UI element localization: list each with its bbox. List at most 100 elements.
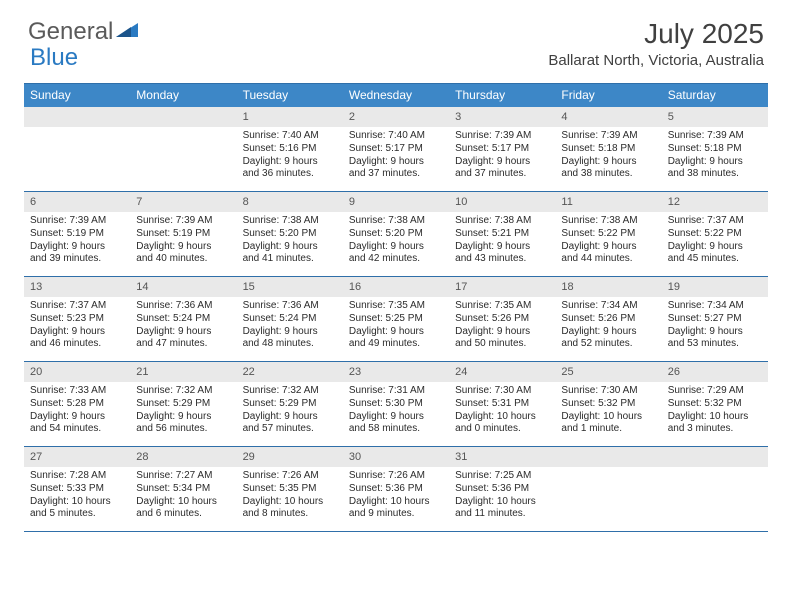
calendar-cell: 28Sunrise: 7:27 AMSunset: 5:34 PMDayligh… [130, 447, 236, 531]
daylight-line: Daylight: 10 hours and 5 minutes. [30, 496, 124, 522]
logo: General [28, 18, 138, 46]
sunrise-line: Sunrise: 7:38 AM [243, 215, 337, 228]
sunset-line: Sunset: 5:18 PM [561, 143, 655, 156]
logo-text-blue: Blue [30, 44, 78, 72]
calendar-cell: 5 Sunrise: 7:39 AMSunset: 5:18 PMDaylight… [662, 107, 768, 191]
header: General July 2025 Ballarat North, Victor… [0, 0, 792, 77]
day-number: 21 [130, 362, 236, 382]
day-content: Sunrise: 7:35 AMSunset: 5:26 PMDaylight:… [449, 297, 555, 355]
day-content: Sunrise: 7:33 AMSunset: 5:28 PMDaylight:… [24, 382, 130, 440]
daylight-line: Daylight: 9 hours and 45 minutes. [668, 241, 762, 267]
day-number: 30 [343, 447, 449, 467]
day-number: 5 [662, 107, 768, 127]
sunset-line: Sunset: 5:36 PM [455, 483, 549, 496]
sunset-line: Sunset: 5:29 PM [243, 398, 337, 411]
sunrise-line: Sunrise: 7:39 AM [561, 130, 655, 143]
sunrise-line: Sunrise: 7:33 AM [30, 385, 124, 398]
sunset-line: Sunset: 5:22 PM [668, 228, 762, 241]
sunset-line: Sunset: 5:18 PM [668, 143, 762, 156]
day-number: 4 [555, 107, 661, 127]
daylight-line: Daylight: 9 hours and 54 minutes. [30, 411, 124, 437]
sunrise-line: Sunrise: 7:38 AM [455, 215, 549, 228]
day-content: Sunrise: 7:38 AMSunset: 5:20 PMDaylight:… [343, 212, 449, 270]
daylight-line: Daylight: 10 hours and 3 minutes. [668, 411, 762, 437]
day-content: Sunrise: 7:34 AMSunset: 5:27 PMDaylight:… [662, 297, 768, 355]
daylight-line: Daylight: 9 hours and 38 minutes. [668, 156, 762, 182]
day-number: 11 [555, 192, 661, 212]
day-number: 9 [343, 192, 449, 212]
weekday-header: Thursday [449, 84, 555, 107]
sunset-line: Sunset: 5:35 PM [243, 483, 337, 496]
sunrise-line: Sunrise: 7:37 AM [668, 215, 762, 228]
sunrise-line: Sunrise: 7:36 AM [243, 300, 337, 313]
sunrise-line: Sunrise: 7:39 AM [136, 215, 230, 228]
sunset-line: Sunset: 5:19 PM [136, 228, 230, 241]
day-content: Sunrise: 7:31 AMSunset: 5:30 PMDaylight:… [343, 382, 449, 440]
day-number: 28 [130, 447, 236, 467]
sunset-line: Sunset: 5:36 PM [349, 483, 443, 496]
sunset-line: Sunset: 5:24 PM [136, 313, 230, 326]
sunset-line: Sunset: 5:20 PM [243, 228, 337, 241]
day-content: Sunrise: 7:39 AMSunset: 5:18 PMDaylight:… [555, 127, 661, 185]
daylight-line: Daylight: 10 hours and 9 minutes. [349, 496, 443, 522]
day-content: Sunrise: 7:25 AMSunset: 5:36 PMDaylight:… [449, 467, 555, 525]
calendar-body: 1Sunrise: 7:40 AMSunset: 5:16 PMDaylight… [24, 107, 768, 532]
day-number: 10 [449, 192, 555, 212]
title-block: July 2025 Ballarat North, Victoria, Aust… [548, 18, 764, 69]
sunrise-line: Sunrise: 7:30 AM [455, 385, 549, 398]
calendar-cell: 3Sunrise: 7:39 AMSunset: 5:17 PMDaylight… [449, 107, 555, 191]
day-number: 16 [343, 277, 449, 297]
sunset-line: Sunset: 5:26 PM [561, 313, 655, 326]
sunset-line: Sunset: 5:28 PM [30, 398, 124, 411]
weekday-header: Wednesday [343, 84, 449, 107]
calendar-cell: 23Sunrise: 7:31 AMSunset: 5:30 PMDayligh… [343, 362, 449, 446]
calendar-cell: 8Sunrise: 7:38 AMSunset: 5:20 PMDaylight… [237, 192, 343, 276]
sunrise-line: Sunrise: 7:38 AM [349, 215, 443, 228]
day-content: Sunrise: 7:39 AMSunset: 5:17 PMDaylight:… [449, 127, 555, 185]
calendar-cell: 18Sunrise: 7:34 AMSunset: 5:26 PMDayligh… [555, 277, 661, 361]
day-content: Sunrise: 7:36 AMSunset: 5:24 PMDaylight:… [237, 297, 343, 355]
calendar-cell: 27Sunrise: 7:28 AMSunset: 5:33 PMDayligh… [24, 447, 130, 531]
day-number: 24 [449, 362, 555, 382]
day-content: Sunrise: 7:38 AMSunset: 5:21 PMDaylight:… [449, 212, 555, 270]
logo-text-general: General [28, 18, 113, 46]
daylight-line: Daylight: 9 hours and 39 minutes. [30, 241, 124, 267]
day-content: Sunrise: 7:28 AMSunset: 5:33 PMDaylight:… [24, 467, 130, 525]
weekday-header: Sunday [24, 84, 130, 107]
calendar-cell [662, 447, 768, 531]
day-content: Sunrise: 7:39 AMSunset: 5:19 PMDaylight:… [130, 212, 236, 270]
day-number: 13 [24, 277, 130, 297]
calendar-week: 13Sunrise: 7:37 AMSunset: 5:23 PMDayligh… [24, 277, 768, 362]
calendar-cell: 19Sunrise: 7:34 AMSunset: 5:27 PMDayligh… [662, 277, 768, 361]
calendar-cell [555, 447, 661, 531]
day-content: Sunrise: 7:40 AMSunset: 5:17 PMDaylight:… [343, 127, 449, 185]
weekday-header: Saturday [662, 84, 768, 107]
day-number: 18 [555, 277, 661, 297]
calendar-cell: 21Sunrise: 7:32 AMSunset: 5:29 PMDayligh… [130, 362, 236, 446]
day-content: Sunrise: 7:37 AMSunset: 5:23 PMDaylight:… [24, 297, 130, 355]
calendar-cell: 2Sunrise: 7:40 AMSunset: 5:17 PMDaylight… [343, 107, 449, 191]
day-number: 17 [449, 277, 555, 297]
daylight-line: Daylight: 10 hours and 11 minutes. [455, 496, 549, 522]
day-number: 15 [237, 277, 343, 297]
daylight-line: Daylight: 10 hours and 6 minutes. [136, 496, 230, 522]
daylight-line: Daylight: 9 hours and 57 minutes. [243, 411, 337, 437]
sunrise-line: Sunrise: 7:39 AM [668, 130, 762, 143]
day-content: Sunrise: 7:38 AMSunset: 5:20 PMDaylight:… [237, 212, 343, 270]
daylight-line: Daylight: 9 hours and 46 minutes. [30, 326, 124, 352]
day-content: Sunrise: 7:26 AMSunset: 5:35 PMDaylight:… [237, 467, 343, 525]
day-number: 1 [237, 107, 343, 127]
daylight-line: Daylight: 9 hours and 58 minutes. [349, 411, 443, 437]
day-content: Sunrise: 7:39 AMSunset: 5:19 PMDaylight:… [24, 212, 130, 270]
daylight-line: Daylight: 9 hours and 42 minutes. [349, 241, 443, 267]
calendar-cell: 29Sunrise: 7:26 AMSunset: 5:35 PMDayligh… [237, 447, 343, 531]
day-number: 7 [130, 192, 236, 212]
day-content: Sunrise: 7:34 AMSunset: 5:26 PMDaylight:… [555, 297, 661, 355]
day-content: Sunrise: 7:29 AMSunset: 5:32 PMDaylight:… [662, 382, 768, 440]
calendar-cell: 10Sunrise: 7:38 AMSunset: 5:21 PMDayligh… [449, 192, 555, 276]
sunrise-line: Sunrise: 7:35 AM [349, 300, 443, 313]
calendar-week: 6Sunrise: 7:39 AMSunset: 5:19 PMDaylight… [24, 192, 768, 277]
calendar-cell: 4Sunrise: 7:39 AMSunset: 5:18 PMDaylight… [555, 107, 661, 191]
day-number: 26 [662, 362, 768, 382]
day-content: Sunrise: 7:27 AMSunset: 5:34 PMDaylight:… [130, 467, 236, 525]
